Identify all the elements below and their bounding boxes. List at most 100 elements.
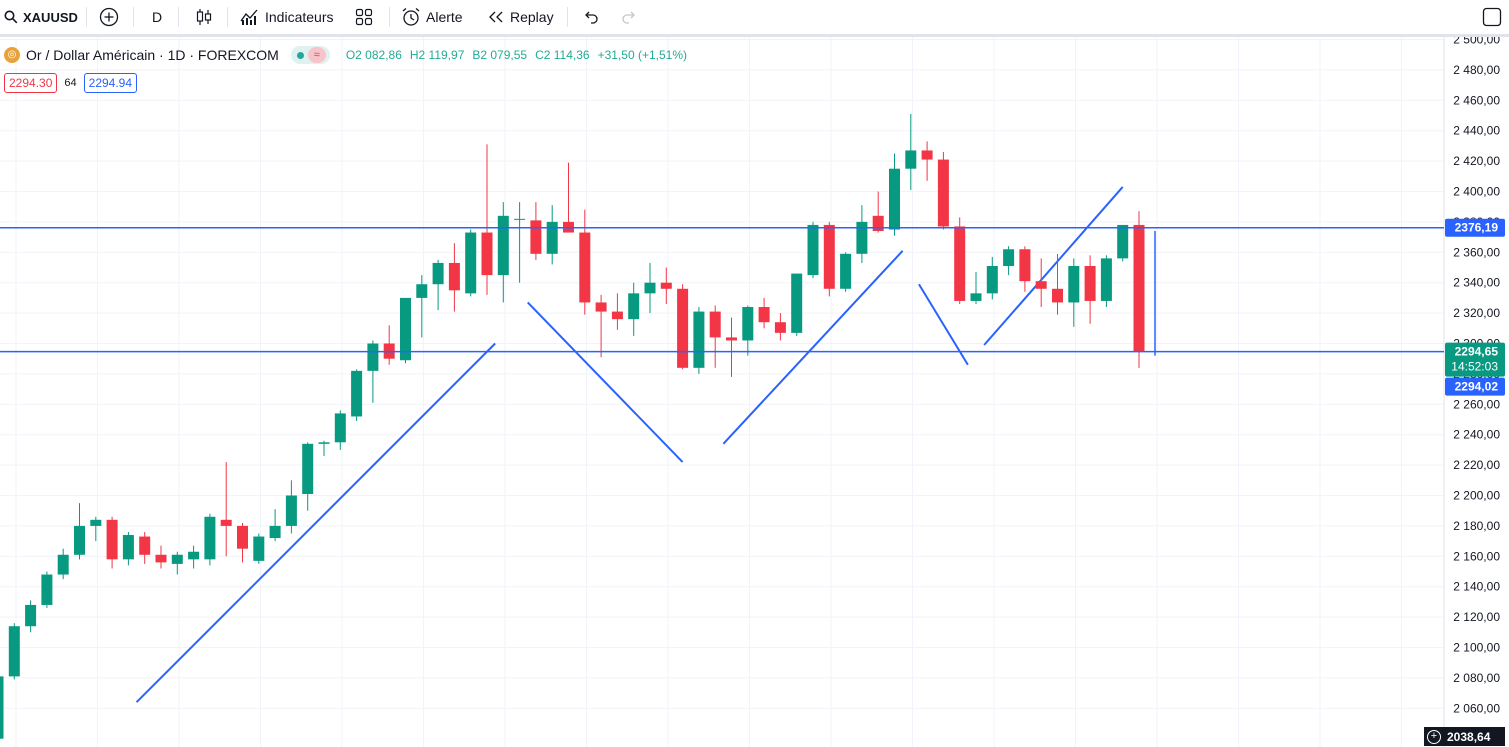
y-tick-label: 2 460,00	[1453, 93, 1500, 107]
y-tick-label: 2 220,00	[1453, 458, 1500, 472]
price-axis: 2 500,00 2 480,00 2 460,00 2 440,00 2 420,00…	[1445, 37, 1505, 715]
alert-button[interactable]: Alerte	[401, 0, 463, 34]
candles	[0, 113, 1145, 739]
scale-corner[interactable]: + 2038,64	[1424, 727, 1505, 746]
candle-body	[823, 224, 835, 289]
candle	[334, 410, 346, 450]
candle-body	[465, 232, 477, 294]
chart-type-button[interactable]	[195, 0, 213, 34]
candle-body	[432, 262, 444, 285]
candle-body	[693, 311, 705, 368]
compare-button[interactable]	[99, 0, 119, 34]
replay-button[interactable]: Replay	[487, 0, 554, 34]
y-tick-label: 2 340,00	[1453, 276, 1500, 290]
candle	[530, 202, 542, 260]
y-tick-label: 2 080,00	[1453, 671, 1500, 685]
price-chart[interactable]: 2 500,00 2 480,00 2 460,00 2 440,00 2 420,00…	[0, 37, 1509, 747]
candle-body	[448, 262, 460, 291]
candle-body	[611, 311, 623, 320]
candle	[465, 229, 477, 297]
candle-body	[416, 284, 428, 298]
market-status-badge[interactable]: ≈	[290, 46, 330, 64]
countdown-text: 14:52:03	[1451, 360, 1498, 374]
fullscreen-button[interactable]	[1482, 0, 1502, 34]
candle	[448, 243, 460, 312]
candle-body	[155, 554, 167, 563]
candle	[986, 256, 998, 300]
candle-body	[905, 150, 917, 169]
candle-body	[8, 626, 20, 677]
sell-price-button[interactable]: 2294.30	[4, 73, 58, 93]
candle-body	[986, 265, 998, 294]
change-value: +31,50 (+1,51%)	[597, 48, 687, 62]
candle-body	[1100, 258, 1112, 301]
quote-bar: 2294.30 64 2294.94	[4, 73, 138, 93]
candle	[579, 209, 591, 315]
level-price-tag-text: 2376,19	[1455, 221, 1499, 235]
candle	[351, 369, 363, 422]
grid-icon	[355, 8, 373, 26]
candle-body	[334, 413, 346, 443]
search-icon	[4, 10, 18, 24]
ohlc-values: O2 082,86 H2 119,97 B2 079,55 C2 114,36 …	[346, 48, 687, 62]
candle	[481, 144, 493, 295]
candle-body	[514, 218, 526, 220]
candle-body	[0, 676, 4, 739]
divider	[86, 7, 87, 27]
symbol-search-button[interactable]: XAUUSD	[4, 0, 78, 34]
candle	[253, 533, 265, 564]
redo-button[interactable]	[620, 0, 638, 34]
candles-icon	[196, 9, 212, 25]
candle	[791, 273, 803, 336]
layout-button[interactable]	[355, 0, 373, 34]
candle	[1068, 258, 1080, 327]
buy-price-button[interactable]: 2294.94	[83, 73, 138, 93]
open-value: O2 082,86	[345, 48, 402, 62]
divider	[178, 7, 179, 27]
square-icon	[1482, 7, 1502, 27]
candle-body	[970, 293, 982, 301]
candle-body	[171, 554, 183, 564]
candle-body	[726, 337, 737, 341]
candle-body	[758, 307, 770, 323]
candle	[660, 267, 672, 304]
redo-icon	[622, 11, 635, 24]
candle-body	[856, 221, 868, 254]
candle	[155, 545, 167, 569]
trend-line	[135, 342, 496, 703]
candle	[204, 513, 216, 566]
indicators-button[interactable]: Indicateurs	[240, 0, 333, 34]
candle	[774, 313, 786, 341]
candle-body	[872, 215, 884, 232]
y-tick-label: 2 140,00	[1453, 580, 1500, 594]
low-value: B2 079,55	[472, 48, 528, 62]
candle-body	[302, 443, 314, 494]
candle	[318, 440, 330, 456]
candle	[514, 202, 526, 283]
candle	[1019, 246, 1031, 292]
candle-body	[1084, 265, 1096, 301]
divider	[133, 7, 134, 27]
y-tick-label: 2 180,00	[1453, 519, 1500, 533]
candle	[1133, 211, 1145, 368]
candle-body	[1003, 249, 1015, 266]
candle-body	[660, 282, 672, 289]
candle-body	[595, 302, 607, 312]
candle-body	[628, 293, 640, 320]
candle-body	[220, 519, 232, 526]
candle-body	[41, 574, 53, 605]
y-tick-label: 2 200,00	[1453, 489, 1500, 503]
interval-button[interactable]: D	[152, 0, 162, 34]
candle-body	[204, 516, 216, 560]
ask-price-tag-bg	[1445, 377, 1505, 396]
symbol-title[interactable]: Or / Dollar Américain · 1D · FOREXCOM	[26, 47, 279, 63]
candle	[8, 623, 20, 680]
symbol-label: XAUUSD	[23, 9, 78, 25]
candle	[139, 531, 151, 564]
candle-body	[122, 535, 134, 560]
indicators-icon	[240, 9, 258, 25]
candle-body	[742, 307, 754, 341]
undo-button[interactable]	[582, 0, 600, 34]
candle-body	[367, 343, 379, 371]
candle-body	[400, 297, 411, 361]
